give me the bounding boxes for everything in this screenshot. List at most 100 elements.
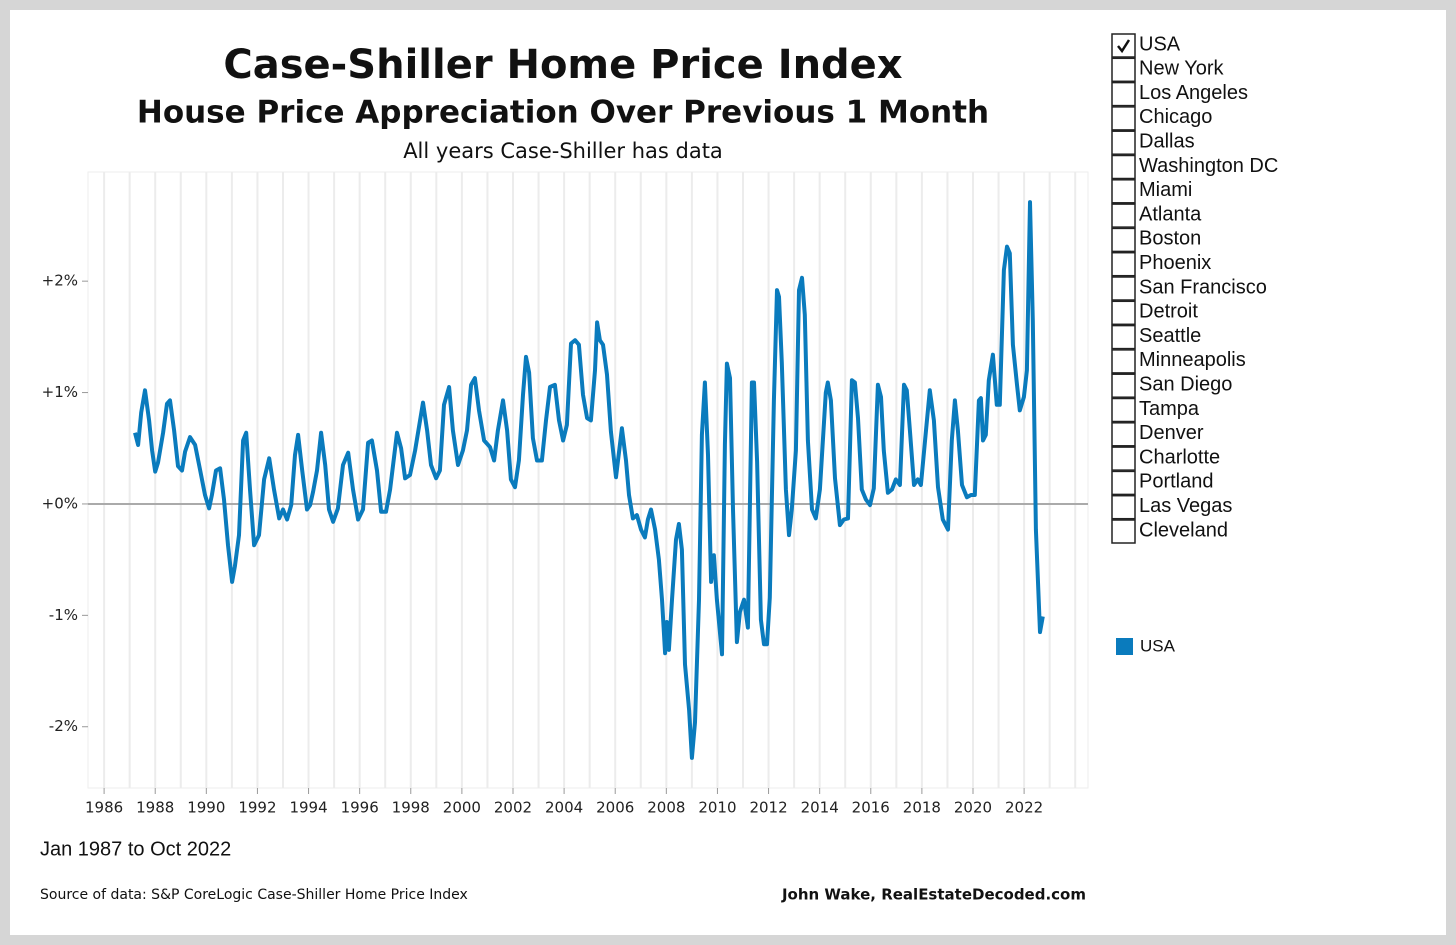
filter-item[interactable]: Minneapolis <box>1111 349 1246 374</box>
filter-item[interactable]: Denver <box>1111 422 1204 447</box>
plot-area: 1986 1988 1990 1992 1994 1996 1998 2000 2002 2004… <box>42 171 1089 817</box>
filter-item[interactable]: Chicago <box>1111 106 1212 131</box>
filter-item[interactable]: Cleveland <box>1111 519 1228 544</box>
x-tick-label: 2020 <box>954 799 992 817</box>
filter-label[interactable]: Phoenix <box>1139 252 1211 274</box>
filter-item[interactable]: Washington DC <box>1111 154 1278 180</box>
checkbox[interactable] <box>1111 130 1136 155</box>
date-range: Jan 1987 to Oct 2022 <box>40 838 231 860</box>
checkmark <box>1117 39 1131 54</box>
x-tick-label: 1986 <box>85 799 123 817</box>
checkbox[interactable] <box>1111 179 1136 204</box>
x-tick-label: 2002 <box>494 799 532 817</box>
filter-label[interactable]: Denver <box>1139 422 1204 444</box>
filter-item[interactable]: Portland <box>1111 470 1214 496</box>
source: Source of data: S&P CoreLogic Case-Shill… <box>40 887 468 903</box>
filter-label[interactable]: Miami <box>1139 179 1192 201</box>
filter-item[interactable]: Boston <box>1111 227 1201 253</box>
filter-item[interactable]: Tampa <box>1111 397 1200 423</box>
filter-label[interactable]: Las Vegas <box>1139 495 1232 517</box>
legend-label: USA <box>1140 636 1176 655</box>
filter-item[interactable]: Atlanta <box>1111 203 1202 228</box>
x-tick-label: 1998 <box>392 799 430 817</box>
series-line <box>133 200 1045 760</box>
filter-item[interactable]: Charlotte <box>1111 446 1220 471</box>
chart-title: Case-Shiller Home Price Index <box>223 42 902 88</box>
filter-item[interactable]: Miami <box>1111 179 1192 204</box>
checkbox[interactable] <box>1111 106 1136 131</box>
checkbox[interactable] <box>1111 276 1136 301</box>
checkbox[interactable] <box>1111 203 1136 228</box>
filter-label[interactable]: Minneapolis <box>1139 349 1246 371</box>
filter-item[interactable]: Phoenix <box>1111 251 1211 277</box>
x-tick-label: 2004 <box>545 799 583 817</box>
filter-label[interactable]: Seattle <box>1139 325 1201 347</box>
credit: John Wake, RealEstateDecoded.com <box>781 886 1086 904</box>
y-tick-label: +0% <box>42 494 78 512</box>
filter-item[interactable]: New York <box>1111 57 1224 83</box>
checkbox[interactable] <box>1111 519 1136 544</box>
x-tick-label: 2006 <box>596 799 634 817</box>
checkbox[interactable] <box>1111 422 1136 447</box>
filter-item[interactable]: Seattle <box>1111 324 1201 350</box>
filter-item[interactable]: Detroit <box>1111 300 1198 326</box>
filter-label[interactable]: Detroit <box>1139 301 1198 323</box>
checkbox[interactable] <box>1111 154 1136 180</box>
checkbox[interactable] <box>1111 373 1136 398</box>
checkbox[interactable] <box>1111 494 1136 520</box>
filter-label[interactable]: Washington DC <box>1139 155 1278 177</box>
checkbox[interactable] <box>1111 57 1136 83</box>
x-tick-label: 2018 <box>903 799 941 817</box>
checkbox[interactable] <box>1111 300 1136 326</box>
checkbox[interactable] <box>1111 446 1136 471</box>
filter-item[interactable]: Los Angeles <box>1111 81 1248 107</box>
filter-label[interactable]: Chicago <box>1139 106 1212 128</box>
legend-swatch <box>1116 638 1133 655</box>
filter-item[interactable]: San Diego <box>1111 373 1232 398</box>
x-tick-label: 1996 <box>341 799 379 817</box>
filter-item[interactable]: San Francisco <box>1111 276 1267 301</box>
x-tick-label: 1992 <box>238 799 276 817</box>
filter-label[interactable]: Tampa <box>1139 398 1200 420</box>
x-tick-label: 2012 <box>749 799 787 817</box>
x-tick-label: 2008 <box>647 799 685 817</box>
x-tick-label: 2000 <box>443 799 481 817</box>
filter-label[interactable]: Boston <box>1139 228 1201 250</box>
checkbox[interactable] <box>1111 81 1136 107</box>
filter-label[interactable]: Dallas <box>1139 130 1195 152</box>
y-tick-label: +1% <box>42 383 78 401</box>
filter-label[interactable]: Portland <box>1139 471 1214 493</box>
y-tick-label: -2% <box>49 717 78 735</box>
x-tick-label: 2010 <box>698 799 736 817</box>
checkbox[interactable] <box>1111 33 1136 58</box>
filter-item[interactable]: USA <box>1111 33 1181 58</box>
checkbox[interactable] <box>1111 397 1136 423</box>
checkbox[interactable] <box>1111 349 1136 374</box>
x-tick-label: 2022 <box>1005 799 1043 817</box>
x-tick-label: 1994 <box>289 799 327 817</box>
filter-label[interactable]: Charlotte <box>1139 446 1220 468</box>
checkbox[interactable] <box>1111 251 1136 277</box>
x-tick-label: 1988 <box>136 799 174 817</box>
y-tick-label: +2% <box>42 272 78 290</box>
x-tick-label: 2016 <box>852 799 890 817</box>
x-tick-label: 1990 <box>187 799 225 817</box>
filter-label[interactable]: USA <box>1139 33 1181 55</box>
chart-note: All years Case-Shiller has data <box>403 139 723 163</box>
x-tick-label: 2014 <box>801 799 839 817</box>
checkbox[interactable] <box>1111 470 1136 496</box>
y-tick-label: -1% <box>49 606 78 624</box>
checkbox[interactable] <box>1111 324 1136 350</box>
filter-label[interactable]: Atlanta <box>1139 203 1202 225</box>
filter-label[interactable]: Cleveland <box>1139 519 1228 541</box>
filter-label[interactable]: San Francisco <box>1139 276 1267 298</box>
filter-label[interactable]: New York <box>1139 58 1224 80</box>
filter-item[interactable]: Dallas <box>1111 130 1195 155</box>
filter-label[interactable]: San Diego <box>1139 373 1232 395</box>
filter-item[interactable]: Las Vegas <box>1111 494 1232 520</box>
chart-subtitle: House Price Appreciation Over Previous 1… <box>137 95 989 131</box>
checkbox[interactable] <box>1111 227 1136 253</box>
filter-label[interactable]: Los Angeles <box>1139 82 1248 104</box>
